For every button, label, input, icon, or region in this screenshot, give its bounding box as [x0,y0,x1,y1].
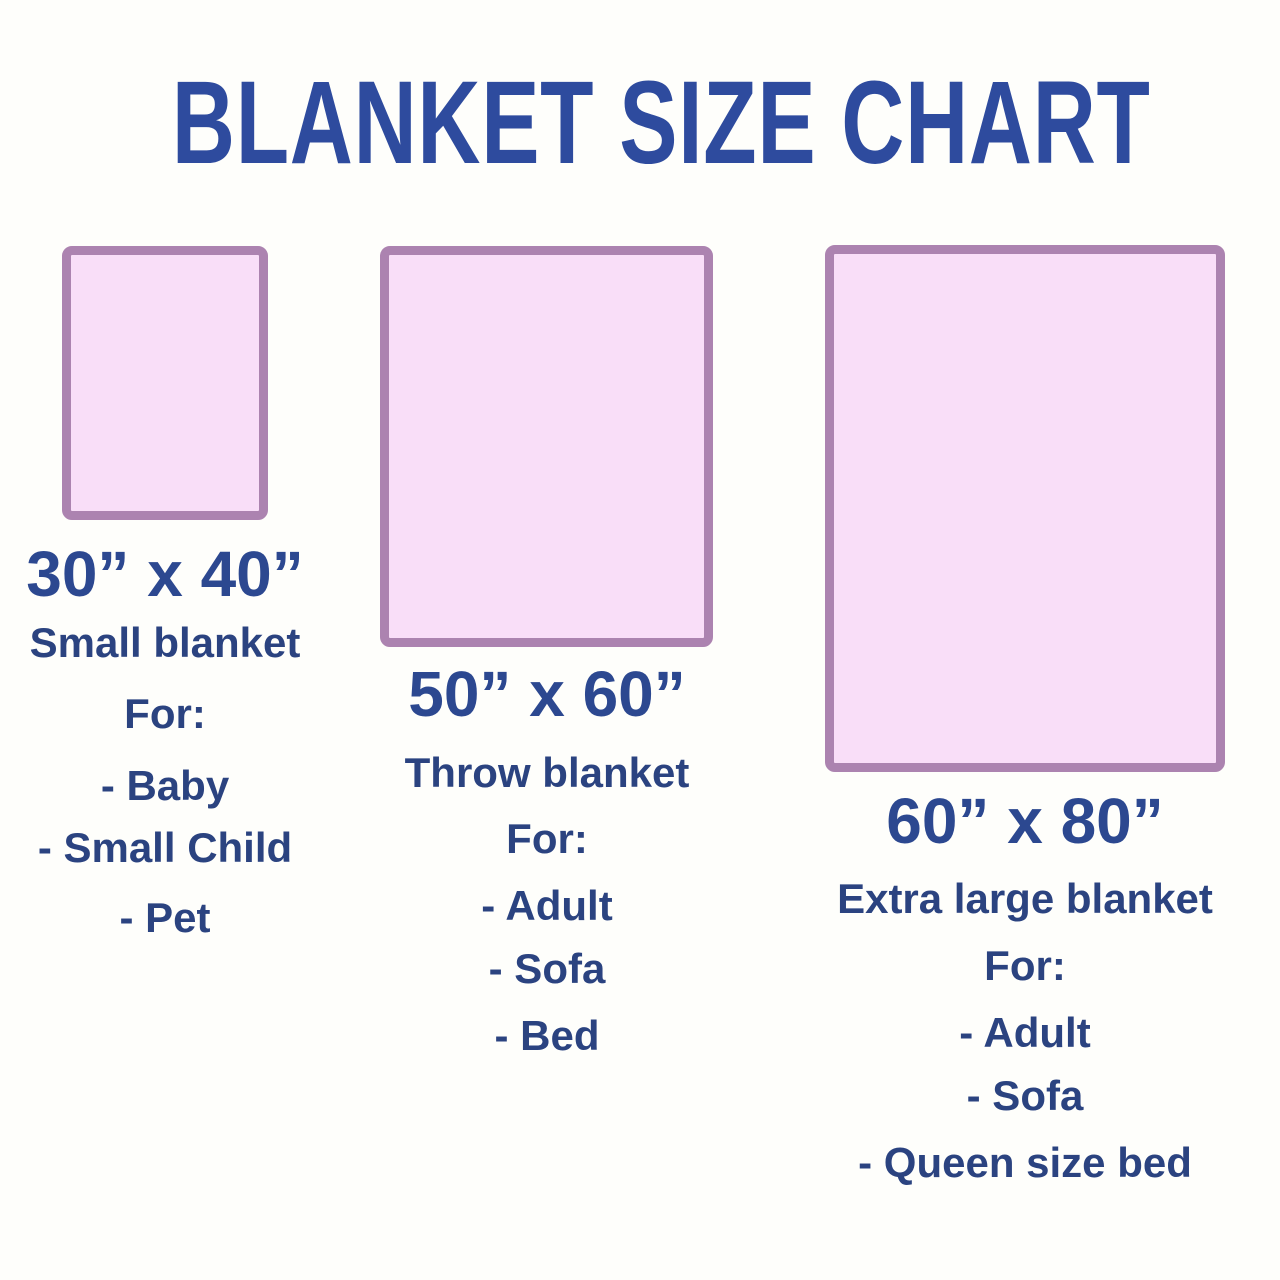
for-label-small: For: [124,690,206,737]
use-item: - Adult [959,1009,1091,1056]
column-small-blanket: 30” x 40” Small blanket For: - Baby - Sm… [0,0,330,1280]
use-item: - Pet [119,894,211,941]
type-label-throw: Throw blanket [404,749,690,796]
type-label-small: Small blanket [29,619,301,666]
type-label-extra-large: Extra large blanket [837,875,1213,922]
use-item: - Queen size bed [858,1139,1192,1186]
size-label-30x40: 30” x 40” [26,538,304,610]
use-item: - Small Child [37,824,293,871]
blanket-swatch-30x40 [62,246,268,520]
use-item: - Baby [100,762,230,809]
for-label-extra-large: For: [984,942,1066,989]
use-item: - Adult [481,882,613,929]
column-extra-large-blanket: 60” x 80” Extra large blanket For: - Adu… [805,0,1245,1280]
use-item: - Sofa [488,945,606,992]
blanket-swatch-60x80 [825,245,1225,772]
blanket-swatch-50x60 [380,246,713,647]
use-item: - Bed [494,1012,600,1059]
size-label-60x80: 60” x 80” [886,785,1164,857]
use-item: - Sofa [966,1072,1084,1119]
column-throw-blanket: 50” x 60” Throw blanket For: - Adult - S… [377,0,717,1280]
page-title-wrap: BLANKET SIZE CHART [0,64,1280,182]
page-title: BLANKET SIZE CHART [171,57,1151,189]
size-label-50x60: 50” x 60” [408,658,686,730]
for-label-throw: For: [506,815,588,862]
